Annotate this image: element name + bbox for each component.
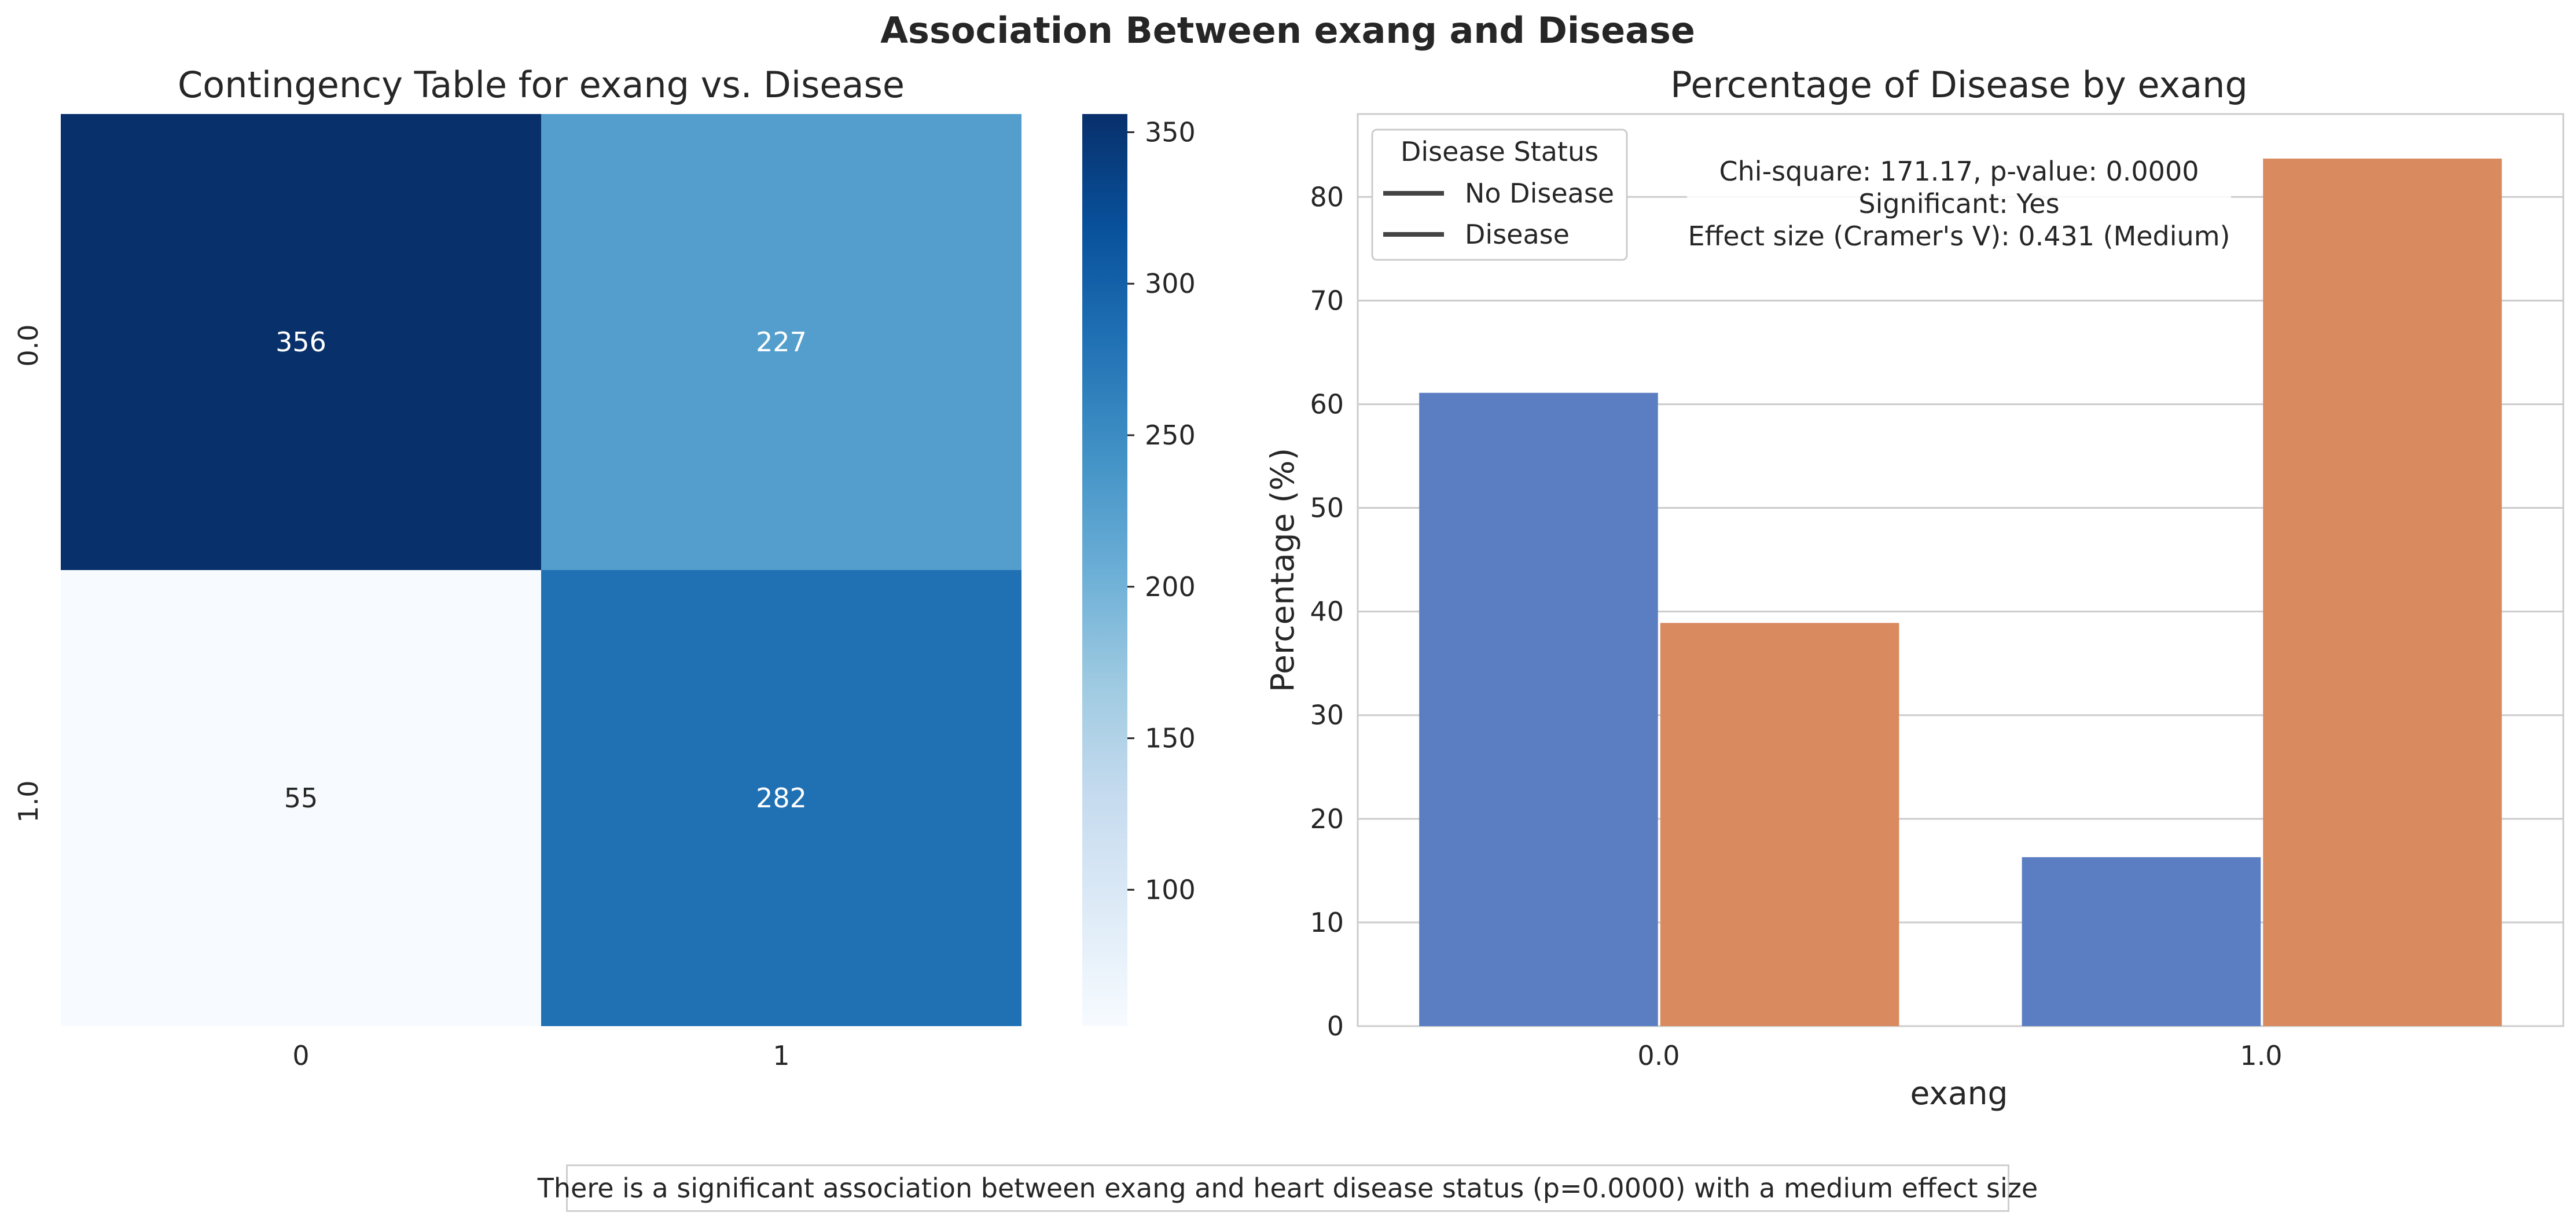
y-tick-label: 20 [1310, 803, 1344, 835]
heatmap-cell [541, 570, 1021, 1026]
y-tick-label: 30 [1310, 700, 1344, 731]
legend-entry: No Disease [1465, 178, 1614, 209]
annotation-line: Chi-square: 171.17, p-value: 0.0000 [1719, 156, 2199, 187]
x-tick-label: 1.0 [2240, 1040, 2282, 1071]
colorbar-tick-label: 300 [1145, 268, 1196, 299]
heatmap-cell-value: 356 [275, 326, 326, 358]
conclusion-text: There is a significant association betwe… [537, 1173, 2038, 1204]
colorbar-ticks: 100 150 200 250 300 350 [1127, 116, 1196, 905]
heatmap-row-label: 1.0 [13, 780, 44, 822]
bar [1660, 623, 1899, 1026]
bar [2022, 857, 2261, 1026]
x-axis-label: exang [1910, 1075, 2008, 1112]
bar-chart-title: Percentage of Disease by exang [1670, 64, 2248, 106]
bar [2263, 159, 2502, 1027]
bars [1419, 159, 2502, 1027]
y-tick-label: 60 [1310, 388, 1344, 420]
legend: Disease Status No Disease Disease [1371, 128, 1628, 261]
colorbar-tick-label: 350 [1145, 116, 1196, 148]
conclusion-box: There is a significant association betwe… [538, 1164, 2038, 1212]
heatmap-cells [61, 114, 1021, 1026]
annotation-line: Effect size (Cramer's V): 0.431 (Medium) [1688, 221, 2230, 252]
heatmap-cell-value: 227 [756, 326, 807, 358]
x-tick-label: 0.0 [1637, 1040, 1680, 1071]
bar [1419, 392, 1658, 1026]
colorbar-tick-label: 100 [1145, 874, 1196, 905]
annotation-background [1687, 152, 2231, 256]
y-tick-labels: 0 10 20 30 40 50 60 70 80 [1310, 181, 1344, 1042]
y-tick-label: 0 [1327, 1010, 1344, 1042]
colorbar-tick-label: 200 [1145, 571, 1196, 602]
legend-title: Disease Status [1401, 136, 1598, 167]
heatmap-cell [61, 570, 541, 1026]
heatmap-cell-value: 282 [756, 782, 807, 814]
stats-annotation: Chi-square: 171.17, p-value: 0.0000 Sign… [1687, 152, 2231, 256]
heatmap-title: Contingency Table for exang vs. Disease [178, 64, 905, 106]
heatmap-cell [61, 114, 541, 570]
heatmap-cell [541, 114, 1021, 570]
y-tick-label: 50 [1310, 493, 1344, 524]
bar-panel: Percentage of Disease by exang 0 10 20 30 40… [1264, 64, 2564, 1112]
heatmap-panel: Contingency Table for exang vs. Disease … [13, 64, 1196, 1071]
y-tick-label: 80 [1310, 181, 1344, 212]
heatmap-cell-labels: 356 227 55 282 [275, 326, 807, 814]
heatmap-cell-value: 55 [284, 782, 318, 814]
colorbar-tick-label: 250 [1145, 420, 1196, 451]
heatmap-col-label: 0 [292, 1040, 309, 1071]
heatmap-col-label: 1 [773, 1040, 789, 1071]
colorbar-tick-label: 150 [1145, 723, 1196, 754]
y-tick-label: 40 [1310, 596, 1344, 627]
colorbar [1082, 114, 1127, 1026]
legend-entry: Disease [1465, 219, 1570, 250]
heatmap-row-label: 0.0 [13, 324, 44, 366]
y-tick-label: 70 [1310, 285, 1344, 316]
figure-title: Association Between exang and Disease [880, 9, 1695, 52]
legend-box [1371, 128, 1628, 261]
y-tick-label: 10 [1310, 907, 1344, 938]
annotation-line: Significant: Yes [1858, 188, 2059, 219]
y-axis-label: Percentage (%) [1264, 448, 1301, 692]
